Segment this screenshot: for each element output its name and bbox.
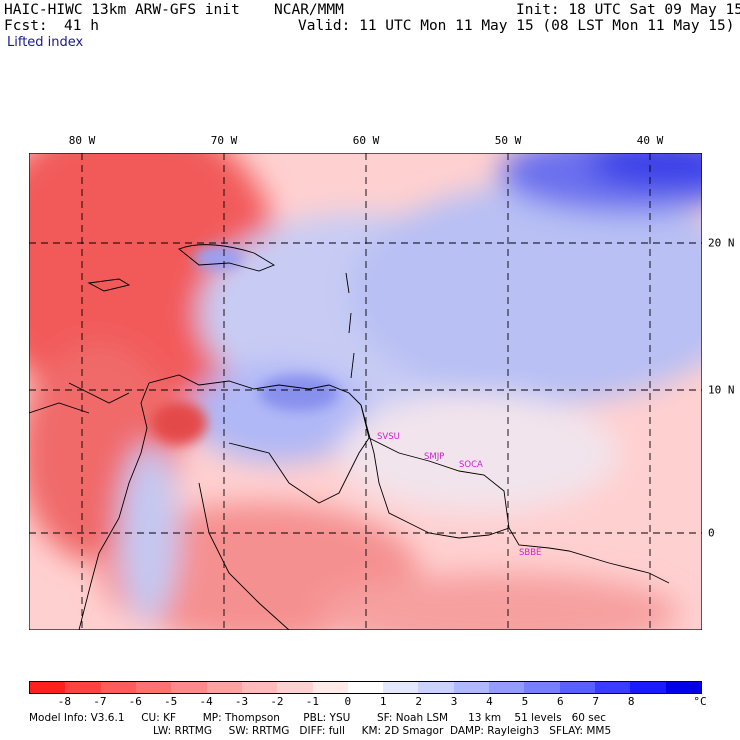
lon-label: 80 W (68, 134, 96, 147)
colorbar-swatch (595, 682, 631, 693)
lat-label: 0 (708, 526, 715, 540)
station-label: SBBE (519, 548, 542, 558)
colorbar-tick-label: 4 (486, 695, 493, 708)
colorbar-tick-label: -6 (128, 695, 142, 708)
forecast-hour: 41 h (64, 18, 99, 34)
colorbar-tick-label: 2 (415, 695, 422, 708)
colorbar-unit: °C (693, 695, 707, 708)
lat-label: 10 N (708, 383, 735, 397)
lon-label: 40 W (636, 134, 664, 147)
colorbar-tick-label: 0 (344, 695, 352, 708)
colorbar-tick-label: 5 (521, 695, 529, 708)
colorbar-swatch (383, 682, 419, 693)
model-info-line1: Model Info: V3.6.1 CU: KF MP: Thompson P… (29, 712, 606, 724)
colorbar-swatch (453, 682, 490, 693)
colorbar-swatch (630, 682, 666, 693)
colorbar-tick-label: -5 (164, 695, 178, 708)
colorbar-swatch (312, 682, 348, 693)
colorbar-swatch (277, 682, 313, 693)
colorbar-swatch (206, 682, 242, 693)
lon-label: 70 W (210, 134, 238, 147)
lat-label: 20 N (708, 236, 735, 250)
lifted-index-map (29, 153, 702, 630)
colorbar-tick-label: 7 (592, 695, 600, 708)
model-title: HAIC-HIWC 13km ARW-GFS init (4, 2, 240, 18)
colorbar-swatch (100, 682, 136, 693)
colorbar-tick-label: -3 (234, 695, 249, 708)
colorbar-tick-label: 1 (379, 695, 387, 708)
station-label: SMJP (424, 452, 445, 462)
colorbar-swatch (171, 682, 207, 693)
lon-label: 60 W (352, 134, 380, 147)
colorbar-tick-label: 8 (627, 695, 635, 708)
colorbar-swatch (665, 682, 701, 693)
colorbar-swatch (559, 682, 595, 693)
colorbar-swatch (65, 682, 101, 693)
valid-time: Valid: 11 UTC Mon 11 May 15 (08 LST Mon … (298, 18, 735, 34)
model-info-line2: LW: RRTMG SW: RRTMG DIFF: full KM: 2D Sm… (153, 725, 612, 737)
colorbar-swatch (524, 682, 560, 693)
colorbar (29, 681, 702, 694)
forecast-label: Fcst: (4, 18, 48, 34)
station-label: SVSU (377, 432, 400, 442)
colorbar-swatch (241, 682, 278, 693)
colorbar-tick-label: 3 (450, 695, 458, 708)
lon-label: 50 W (494, 134, 522, 147)
colorbar-tick-label: 6 (557, 695, 564, 708)
colorbar-tick-label: -1 (305, 695, 319, 708)
colorbar-tick-label: -8 (57, 695, 72, 708)
colorbar-swatch (347, 682, 384, 693)
colorbar-tick-label: -2 (270, 695, 284, 708)
field-name: Lifted index (7, 35, 84, 50)
station-label: SOCA (459, 460, 483, 470)
colorbar-tick-label: -7 (93, 695, 107, 708)
colorbar-swatch (30, 682, 66, 693)
colorbar-swatch (418, 682, 454, 693)
colorbar-swatch (489, 682, 525, 693)
colorbar-swatch (135, 682, 172, 693)
colorbar-tick-label: -4 (199, 695, 213, 708)
init-time: Init: 18 UTC Sat 09 May 15 (516, 2, 740, 18)
org-label: NCAR/MMM (274, 2, 344, 18)
